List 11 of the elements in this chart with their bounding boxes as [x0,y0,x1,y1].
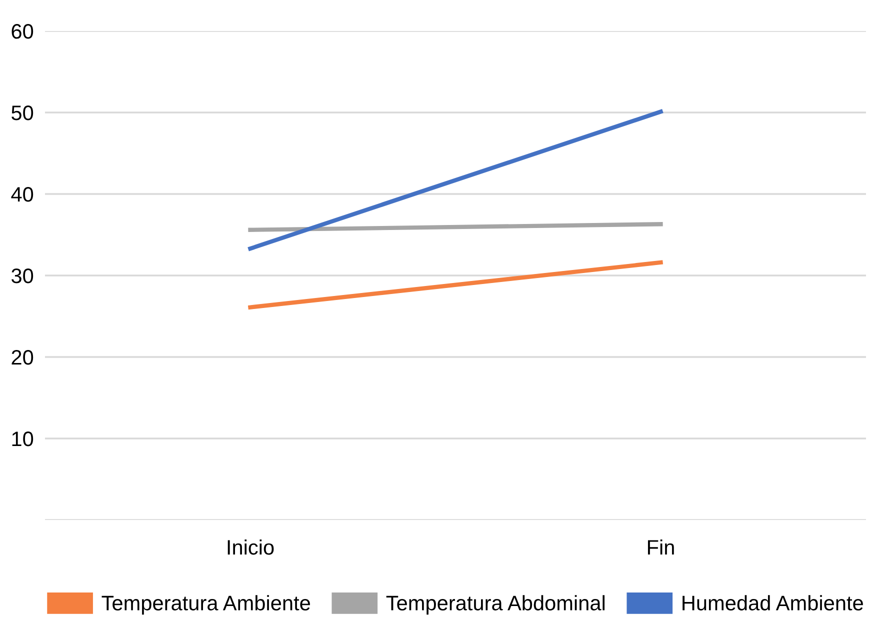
y-tick-label: 30 [12,268,34,284]
legend-label: Humedad Ambiente [682,595,863,610]
y-tick-label: 10 [12,432,34,446]
legend-label: Temperatura Ambiente [102,595,310,615]
x-tick-label: Fin [648,539,674,555]
legend-label: Temperatura Abdominal [386,595,605,615]
y-tick-label: 60 [12,24,34,39]
y-tick-label: 40 [11,187,34,202]
y-tick-label: 50 [12,106,34,120]
y-tick-label: 20 [12,350,34,365]
x-tick-label: Inicio [228,539,274,555]
